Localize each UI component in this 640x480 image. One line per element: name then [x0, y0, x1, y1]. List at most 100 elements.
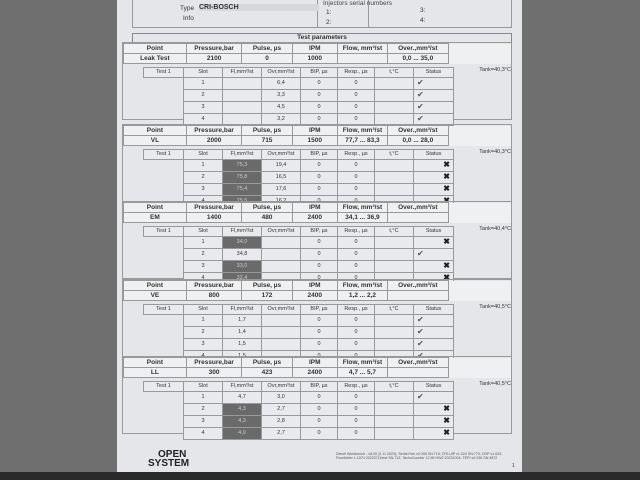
cell-resp: 0 — [337, 77, 375, 90]
status-cell: ✖ — [413, 260, 454, 273]
cell-bip: 0 — [300, 159, 338, 172]
status-cell: ✖ — [413, 159, 454, 172]
param-point: EM — [123, 212, 187, 223]
results-table: Test 1 Slot Fl,mm³/st Ovr,mm³/st BIP, µs Resp… — [143, 67, 454, 126]
param-pulse: 423 — [241, 367, 293, 378]
serials-box — [317, 0, 512, 28]
cell-fl — [222, 89, 262, 102]
cell-t — [374, 314, 414, 327]
results-header: Resp., µs — [337, 226, 375, 237]
results-header: Slot — [183, 304, 223, 315]
status-cell: ✔ — [413, 326, 454, 339]
param-header: Pulse, µs — [241, 202, 293, 213]
cell-bip: 0 — [300, 89, 338, 102]
test-block-ll: Point Pressure,bar Pulse, µs IPM Flow, mm³/s… — [122, 356, 512, 440]
cell-bip: 0 — [300, 260, 338, 273]
table-row: 2 75,8 16,5 0 0 ✖ — [144, 171, 454, 184]
table-row: 4 4,0 2,7 0 0 ✖ — [144, 427, 454, 440]
cell-resp: 0 — [337, 427, 375, 440]
cell-fl: 75,8 — [222, 171, 262, 184]
cell-t — [374, 326, 414, 339]
status-cell: ✖ — [413, 183, 454, 196]
param-header: Point — [123, 357, 187, 368]
results-header: Test 1 — [143, 304, 184, 315]
cell-ovr: 2,7 — [261, 403, 301, 416]
param-header: Over.,mm³/st — [387, 357, 449, 368]
results-header: BIP, µs — [300, 381, 338, 392]
checkmark-icon: ✔ — [417, 327, 424, 336]
cross-icon: ✖ — [443, 428, 450, 437]
results-header: Resp., µs — [337, 304, 375, 315]
cell-fl: 34,8 — [222, 248, 262, 261]
serial-3: 3: — [420, 7, 426, 14]
cell-ovr: 17,6 — [261, 183, 301, 196]
cross-icon: ✖ — [443, 184, 450, 193]
table-row: 1 34,0 0 0 ✖ — [144, 236, 454, 249]
param-header: Over.,mm³/st — [387, 280, 449, 291]
results-header: Fl,mm³/st — [222, 149, 262, 160]
cell-t — [374, 248, 414, 261]
checkmark-icon: ✔ — [417, 392, 424, 401]
results-header: Status — [413, 381, 454, 392]
cell-t — [374, 101, 414, 114]
cell-slot: 2 — [183, 89, 223, 102]
cell-bip: 0 — [300, 183, 338, 196]
param-header: Flow, mm³/st — [336, 357, 389, 368]
cell-slot: 2 — [183, 326, 223, 339]
cell-ovr — [261, 236, 301, 249]
param-point: VL — [123, 135, 187, 146]
tank-temperature: Tank=40,3°C — [479, 67, 511, 73]
results-header: Ovr,mm³/st — [261, 304, 301, 315]
param-header: Point — [123, 202, 187, 213]
cell-bip: 0 — [300, 314, 338, 327]
param-header: Pressure,bar — [185, 202, 243, 213]
param-point: LL — [123, 367, 187, 378]
parameter-table: Point Pressure,bar Pulse, µs IPM Flow, mm³/s… — [123, 357, 511, 378]
checkmark-icon: ✔ — [417, 102, 424, 111]
results-header: Resp., µs — [337, 381, 375, 392]
param-point: Leak Test — [123, 53, 187, 64]
param-ipm: 2400 — [291, 212, 338, 223]
param-pressure: 800 — [185, 290, 243, 301]
cell-resp: 0 — [337, 260, 375, 273]
results-header: Resp., µs — [337, 67, 375, 78]
cell-t — [374, 403, 414, 416]
cross-icon: ✖ — [443, 261, 450, 270]
table-row: 2 3,3 0 0 ✔ — [144, 89, 454, 102]
table-row: 3 4,3 2,8 0 0 ✖ — [144, 415, 454, 428]
results-header: Slot — [183, 381, 223, 392]
results-header: Slot — [183, 149, 223, 160]
param-pulse: 172 — [241, 290, 293, 301]
cell-fl: 4,3 — [222, 403, 262, 416]
status-cell: ✖ — [413, 427, 454, 440]
cell-slot: 2 — [183, 403, 223, 416]
param-header: Point — [123, 125, 187, 136]
injector-info-box — [132, 0, 369, 28]
results-header: Test 1 — [143, 226, 184, 237]
results-header: Fl,mm³/st — [222, 381, 262, 392]
table-edge — [0, 472, 640, 480]
open-system-logo: OPEN SYSTEM — [148, 450, 189, 469]
param-header: Flow, mm³/st — [336, 125, 389, 136]
cell-ovr — [261, 260, 301, 273]
type-value: CRI-BOSCH — [199, 4, 319, 11]
cell-fl: 33,0 — [222, 260, 262, 273]
results-header: Slot — [183, 67, 223, 78]
cell-fl: 1,4 — [222, 326, 262, 339]
results-table: Test 1 Slot Fl,mm³/st Ovr,mm³/st BIP, µs Resp… — [143, 304, 454, 363]
cell-ovr: 4,5 — [261, 101, 301, 114]
cell-slot: 1 — [183, 391, 223, 404]
cell-resp: 0 — [337, 101, 375, 114]
param-over — [387, 290, 449, 301]
results-header: BIP, µs — [300, 226, 338, 237]
software-versions: Diesel Workbench - v8.00 (2.11.2023); Se… — [336, 452, 503, 461]
results-header: t,°C — [374, 149, 414, 160]
results-header: Status — [413, 226, 454, 237]
cell-t — [374, 338, 414, 351]
cell-ovr: 3,0 — [261, 391, 301, 404]
cell-bip: 0 — [300, 248, 338, 261]
cell-fl: 4,3 — [222, 415, 262, 428]
results-header: t,°C — [374, 226, 414, 237]
cell-fl: 1,5 — [222, 338, 262, 351]
parameter-table: Point Pressure,bar Pulse, µs IPM Flow, mm³/s… — [123, 280, 511, 301]
